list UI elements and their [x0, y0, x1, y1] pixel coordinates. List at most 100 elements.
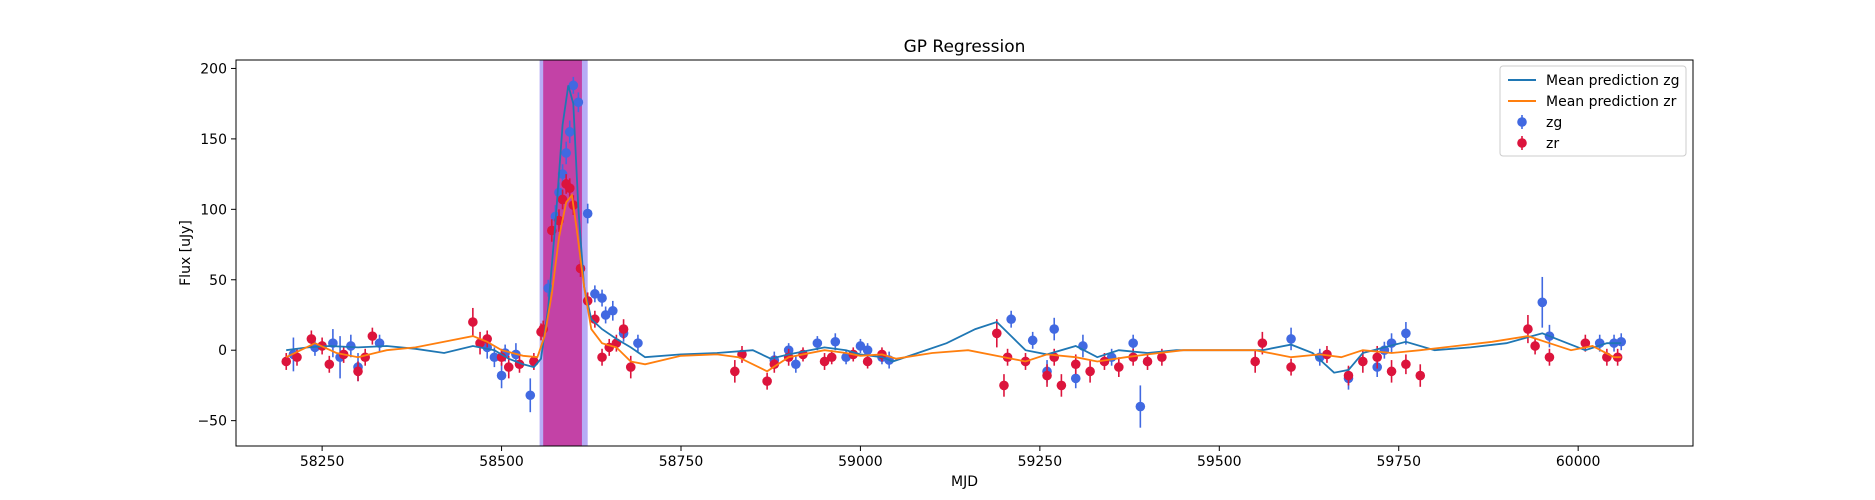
data-point-zg	[1006, 314, 1016, 325]
data-point-zr	[281, 356, 292, 367]
data-point-zg	[608, 305, 618, 316]
data-point-zg	[1135, 401, 1146, 412]
data-point-zr	[1085, 366, 1095, 377]
data-point-zr	[324, 359, 335, 370]
data-point-zg	[1537, 297, 1548, 308]
data-point-zg	[633, 338, 643, 348]
x-tick-label: 58750	[659, 454, 704, 470]
data-point-zr	[1157, 352, 1167, 363]
legend-label: Mean prediction zr	[1546, 94, 1677, 110]
data-point-zr	[762, 376, 772, 386]
legend-swatch-marker	[1517, 117, 1527, 127]
y-tick-label: 100	[200, 202, 227, 218]
legend-box	[1499, 65, 1687, 157]
data-point-zr	[1415, 370, 1426, 381]
data-point-zr	[1358, 356, 1368, 367]
data-point-zr	[353, 366, 363, 377]
data-point-zr	[1257, 338, 1268, 348]
data-point-zg	[862, 345, 873, 356]
data-point-zr	[1386, 366, 1397, 377]
data-point-zr	[1114, 362, 1124, 372]
data-point-zr	[1523, 324, 1533, 334]
data-point-zr	[769, 359, 780, 370]
data-point-zg	[557, 169, 568, 179]
data-point-zr	[1099, 356, 1110, 367]
data-point-zr	[367, 331, 378, 341]
data-point-zg	[1049, 324, 1060, 334]
data-point-zg	[568, 80, 579, 91]
data-point-zr	[564, 183, 575, 193]
y-tick-label: 150	[200, 132, 227, 148]
chart-title: GP Regression	[904, 37, 1026, 57]
data-point-zg	[1616, 336, 1627, 347]
data-point-zr	[1544, 352, 1555, 363]
data-point-zg	[855, 341, 866, 351]
mean-prediction-lines	[285, 85, 1622, 374]
data-point-zg	[525, 390, 536, 401]
data-point-zr	[306, 334, 317, 344]
data-point-zr	[1128, 352, 1138, 363]
x-tick-label: 58250	[300, 454, 345, 470]
data-point-zr	[557, 194, 568, 205]
data-point-zr	[503, 362, 514, 372]
data-point-zg	[1070, 373, 1081, 384]
data-point-zg	[1128, 338, 1138, 348]
data-point-zr	[625, 362, 636, 372]
series-zg	[288, 76, 1627, 428]
x-tick-label: 59750	[1376, 454, 1421, 470]
x-axis-label: MJD	[951, 474, 978, 490]
data-point-zg	[597, 293, 607, 303]
data-point-zg	[600, 310, 611, 320]
plot-area-frame	[235, 59, 1694, 447]
data-point-zg	[1286, 334, 1296, 344]
x-tick-label: 60000	[1556, 454, 1601, 470]
data-point-zr	[1142, 356, 1153, 367]
data-point-zr	[1343, 370, 1354, 381]
y-tick-label: 200	[200, 61, 227, 77]
legend-swatch-marker	[1517, 138, 1527, 148]
data-point-zr	[468, 317, 478, 327]
data-point-zr	[1580, 338, 1591, 348]
data-point-zr	[1070, 359, 1081, 370]
x-axis-ticks: 58250 58500 58750 59000 59250 59500 59750 60000	[300, 446, 1601, 470]
series-zr	[281, 174, 1623, 397]
data-points	[281, 76, 1627, 428]
data-point-zr	[1530, 341, 1540, 351]
data-point-zg	[561, 148, 571, 158]
shaded-region	[543, 60, 582, 446]
data-point-zr	[1250, 356, 1260, 367]
data-point-zg	[346, 341, 356, 351]
data-point-zg	[830, 336, 841, 347]
data-point-zr	[1401, 359, 1411, 370]
data-point-zg	[489, 352, 500, 363]
data-point-zg	[590, 289, 600, 299]
legend-label: Mean prediction zg	[1546, 73, 1680, 89]
y-tick-label: 0	[218, 343, 227, 359]
y-axis-label: Flux [uJy]	[178, 220, 194, 286]
legend-label: zg	[1546, 115, 1562, 131]
data-point-zg	[812, 338, 823, 348]
y-tick-label: −50	[197, 414, 227, 430]
data-point-zr	[597, 352, 607, 363]
data-point-zr	[529, 356, 539, 367]
data-point-zg	[573, 97, 584, 108]
data-point-zg	[496, 370, 507, 381]
data-point-zr	[292, 352, 302, 363]
data-point-zr	[826, 352, 837, 363]
data-point-zg	[1027, 335, 1038, 346]
x-tick-label: 58500	[479, 454, 524, 470]
data-point-zr	[618, 324, 629, 334]
data-point-zr	[730, 366, 740, 377]
x-tick-label: 59250	[1018, 454, 1063, 470]
line-mean-prediction-zg	[286, 85, 1622, 374]
y-axis-ticks: −50 0 50 100 150 200	[197, 61, 236, 430]
data-point-zr	[999, 380, 1009, 391]
legend-label: zr	[1546, 136, 1559, 152]
data-point-zr	[819, 356, 830, 367]
data-point-zg	[1401, 328, 1411, 339]
x-tick-label: 59500	[1197, 454, 1242, 470]
data-point-zg	[582, 208, 593, 219]
data-point-zr	[1042, 370, 1052, 381]
data-point-zg	[564, 127, 575, 137]
